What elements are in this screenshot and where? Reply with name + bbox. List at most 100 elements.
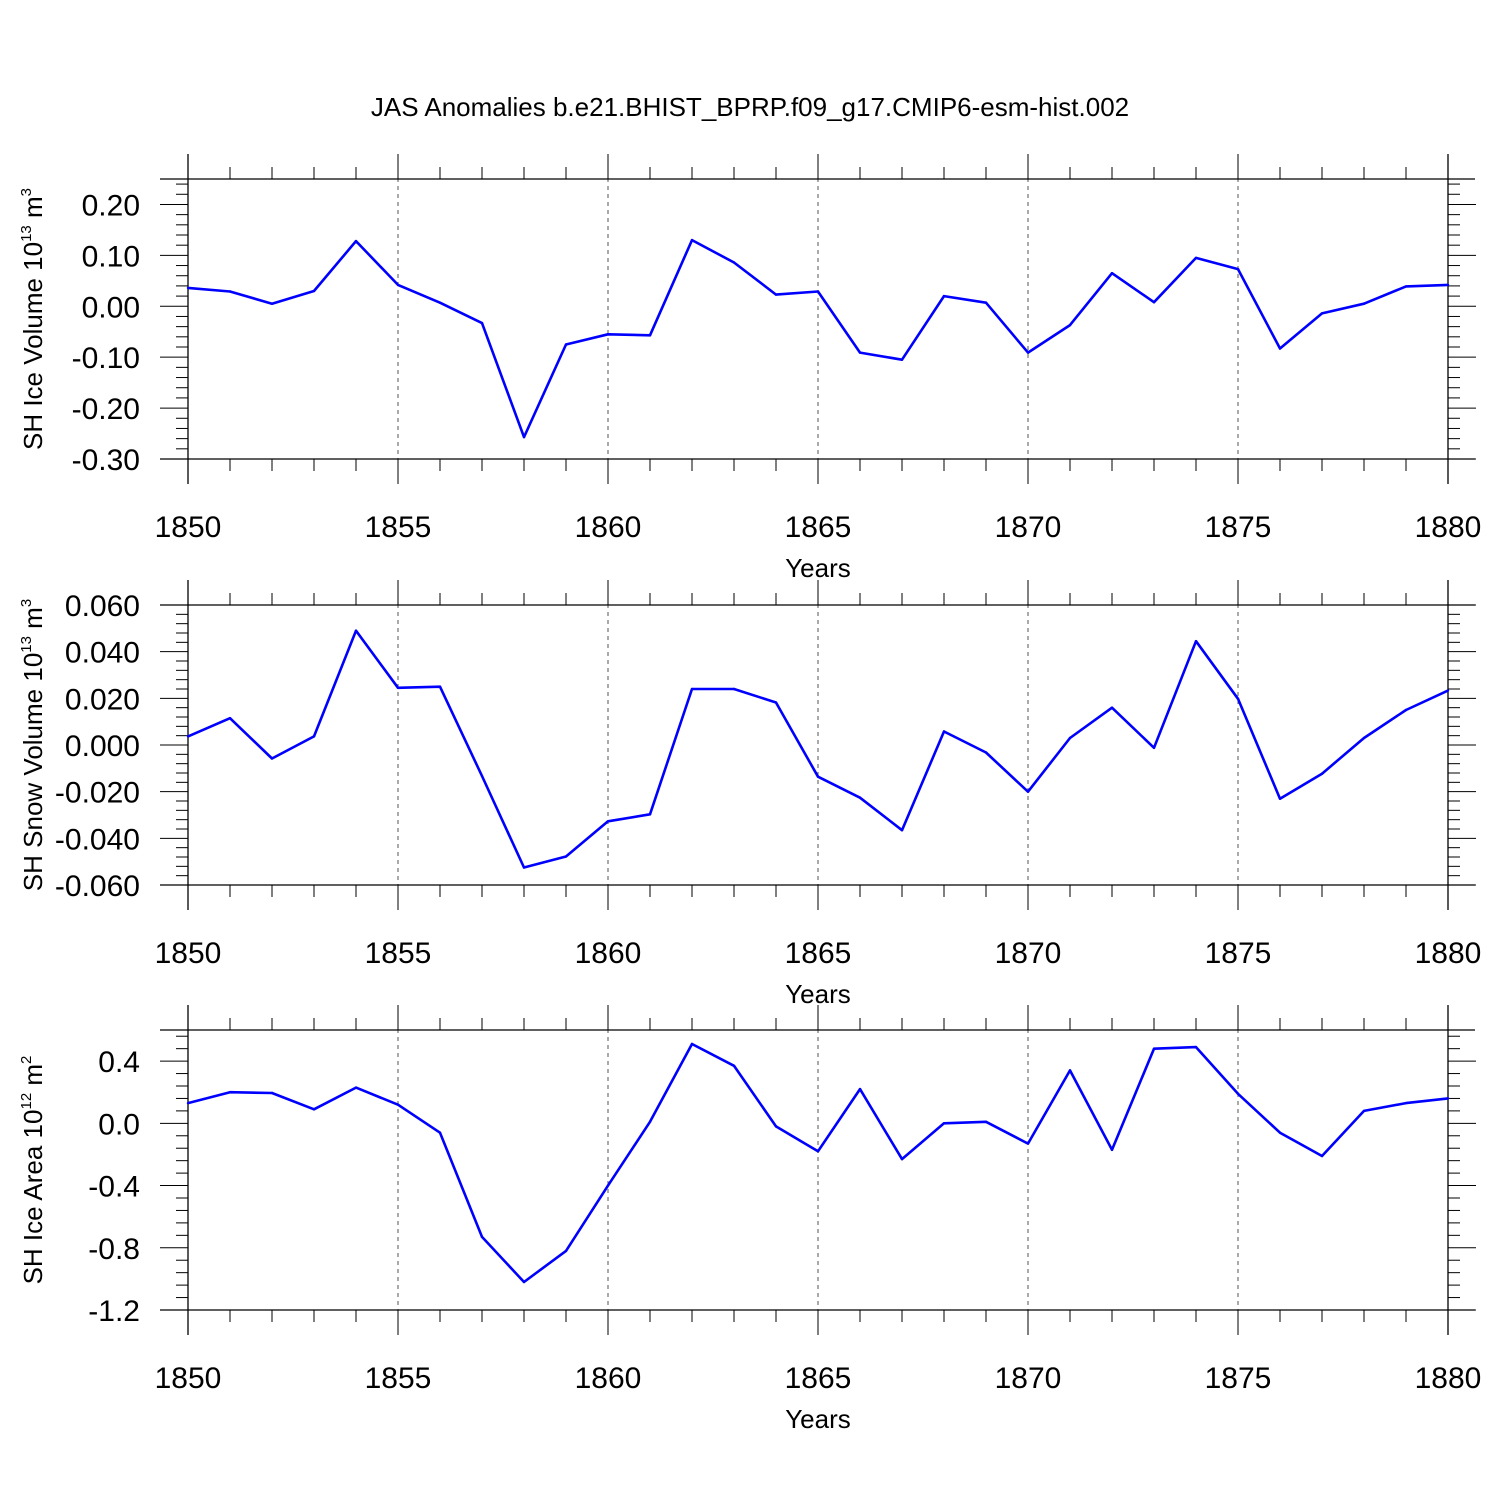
x-tick-label: 1855 xyxy=(365,937,432,970)
data-point xyxy=(1236,267,1240,271)
data-point xyxy=(1152,746,1156,749)
data-point xyxy=(354,1086,358,1089)
data-point xyxy=(270,302,274,305)
data-point xyxy=(312,735,316,738)
y-axis-label-main: SH Snow Volume 10 xyxy=(18,653,48,891)
x-tick-label: 1870 xyxy=(995,937,1062,970)
x-tick-label: 1875 xyxy=(1205,1362,1272,1395)
data-point xyxy=(1446,689,1450,692)
panel-ice-volume: -0.30 -0.20 -0.10 0.00 0.10 0.20 1850 1855 1860 1… xyxy=(18,154,1481,583)
data-point xyxy=(396,283,400,287)
data-point xyxy=(1194,256,1198,260)
data-point xyxy=(900,828,904,832)
data-point xyxy=(648,813,652,816)
x-tick-label: 1875 xyxy=(1205,511,1272,544)
y-tick-label: -0.020 xyxy=(55,777,140,810)
data-point xyxy=(1404,285,1408,288)
y-axis-label-unit: m xyxy=(18,196,48,225)
data-point xyxy=(690,687,694,691)
data-point xyxy=(690,1042,694,1046)
data-point xyxy=(480,774,484,778)
data-point xyxy=(186,1101,190,1105)
data-point xyxy=(564,855,568,858)
y-tick-label: 0.00 xyxy=(82,291,140,324)
x-tick-label: 1855 xyxy=(365,1362,432,1395)
data-point xyxy=(816,290,820,293)
panel-snow-volume: -0.060 -0.040 -0.020 0.000 0.020 0.040 0.060 18… xyxy=(18,580,1481,1009)
y-axis-label-exponent: 13 xyxy=(18,636,35,653)
data-point xyxy=(1194,639,1198,643)
y-tick-label: -0.30 xyxy=(72,444,140,477)
x-tick-label: 1855 xyxy=(365,511,432,544)
data-point xyxy=(1404,1101,1408,1105)
y-axis-label-main: SH Ice Area 10 xyxy=(18,1110,48,1285)
x-tick-label: 1875 xyxy=(1205,937,1272,970)
data-point xyxy=(984,751,988,754)
y-tick-label: 0.060 xyxy=(65,590,140,623)
data-point xyxy=(312,1108,316,1111)
data-point xyxy=(732,261,736,264)
data-point xyxy=(606,820,610,823)
data-point xyxy=(1068,736,1072,740)
data-point xyxy=(438,1131,442,1134)
panel-ice-area: -1.2 -0.8 -0.4 0.0 0.4 1850 1855 1860 1865 1870 18… xyxy=(18,1005,1481,1434)
data-point xyxy=(690,238,694,242)
data-point xyxy=(396,1103,400,1106)
data-point xyxy=(438,301,442,304)
data-point xyxy=(648,334,652,337)
data-point xyxy=(522,1280,526,1284)
data-point xyxy=(480,321,484,325)
x-tick-label: 1865 xyxy=(785,1362,852,1395)
x-tick-label: 1865 xyxy=(785,937,852,970)
data-point xyxy=(522,866,526,869)
data-point xyxy=(312,289,316,293)
data-point xyxy=(1278,797,1282,800)
data-point xyxy=(354,629,358,632)
data-point xyxy=(1446,1097,1450,1100)
data-point xyxy=(1152,301,1156,304)
x-tick-label: 1880 xyxy=(1415,1362,1482,1395)
data-point xyxy=(1110,1148,1114,1151)
data-point xyxy=(228,1091,232,1094)
data-point xyxy=(1320,772,1324,775)
data-point xyxy=(354,239,358,243)
data-point xyxy=(858,1087,862,1091)
x-tick-label: 1880 xyxy=(1415,511,1482,544)
data-point xyxy=(858,351,862,354)
data-point xyxy=(942,294,946,298)
data-point xyxy=(228,716,232,720)
y-tick-label: -1.2 xyxy=(88,1295,140,1328)
data-point xyxy=(816,1150,820,1153)
y-axis-label-unit: m xyxy=(18,607,48,636)
y-tick-label: 0.000 xyxy=(65,730,140,763)
data-point xyxy=(438,685,442,688)
data-point xyxy=(522,435,526,439)
x-tick-label: 1850 xyxy=(155,1362,222,1395)
x-tick-label: 1850 xyxy=(155,937,222,970)
data-point xyxy=(1026,351,1030,354)
data-point xyxy=(858,796,862,799)
data-point xyxy=(1404,708,1408,712)
data-point xyxy=(1278,347,1282,350)
y-axis-label-unit: m xyxy=(18,1064,48,1093)
x-tick-label: 1865 xyxy=(785,511,852,544)
x-tick-label: 1860 xyxy=(575,937,642,970)
data-point xyxy=(1320,312,1324,315)
y-axis-label: SH Snow Volume 1013 m3 xyxy=(18,599,48,891)
x-axis-label: Years xyxy=(785,1404,851,1434)
y-axis-label-unit-exponent: 3 xyxy=(18,599,35,607)
x-tick-label: 1850 xyxy=(155,511,222,544)
data-point xyxy=(564,343,568,346)
data-point xyxy=(984,301,988,304)
data-point xyxy=(1362,302,1366,305)
data-point xyxy=(774,293,778,296)
y-tick-label: 0.4 xyxy=(98,1046,140,1079)
y-axis-label-exponent: 12 xyxy=(18,1093,35,1110)
data-point xyxy=(1446,283,1450,287)
x-tick-label: 1860 xyxy=(575,511,642,544)
y-tick-label: -0.8 xyxy=(88,1233,140,1266)
data-point xyxy=(606,333,610,336)
data-point xyxy=(1236,1092,1240,1095)
y-axis-label-exponent: 13 xyxy=(18,225,35,242)
